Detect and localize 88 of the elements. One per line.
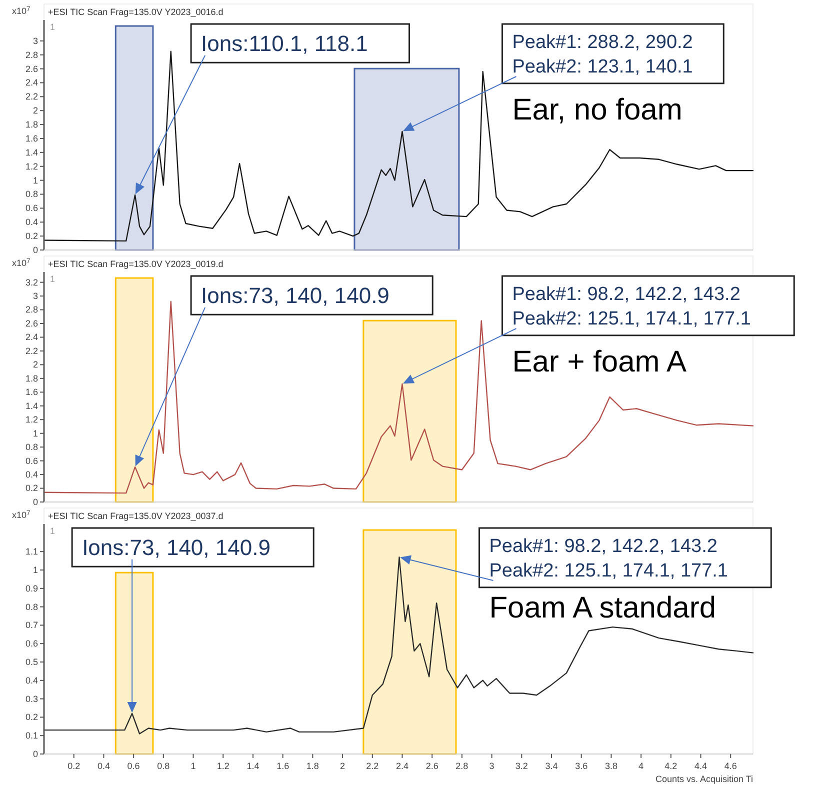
- x-tick-label: 0.8: [157, 761, 170, 771]
- y-tick-label: 0: [32, 496, 38, 507]
- x-tick-label: 4.2: [664, 761, 678, 771]
- x-tick-label: 3.6: [575, 761, 588, 771]
- y-tick-label: 1: [32, 428, 38, 438]
- annotation: Peak#1: 288.2, 290.2 Peak#2: 123.1, 140.1: [512, 32, 693, 78]
- y-tick-label: 2.4: [25, 78, 38, 88]
- y-tick-label: 1: [32, 175, 38, 186]
- chart-title: +ESI TIC Scan Frag=135.0V Y2023_0037.d: [48, 511, 224, 521]
- y-tick-label: 0.9: [25, 583, 38, 594]
- y-tick-label: 1.8: [25, 120, 38, 130]
- x-tick-label: 1.6: [276, 761, 290, 771]
- x-tick-label: 0.4: [97, 761, 110, 771]
- y-tick-label: 1.4: [25, 400, 38, 411]
- y-tick-label: 2.6: [25, 318, 38, 328]
- y-tick-label: 0.1: [25, 730, 38, 741]
- x-tick-label: 3.2: [515, 761, 528, 771]
- y-tick-label: 1.4: [25, 147, 38, 158]
- x-axis-title: Counts vs. Acquisition Ti: [655, 774, 753, 784]
- x-tick-label: 2: [340, 761, 346, 771]
- y-tick-label: 1.6: [25, 387, 38, 398]
- y-tick-label: 0: [32, 748, 38, 759]
- annotation: 1: [50, 526, 56, 536]
- annotation: Ions:110.1, 118.1: [201, 31, 368, 56]
- x-tick-label: 3.4: [545, 761, 558, 771]
- x-tick-label: 0.2: [68, 761, 80, 771]
- annotation: Peak#1: 98.2, 142.2, 143.2 Peak#2: 125.1, 174.1, 177.1: [489, 536, 728, 582]
- y-tick-label: 0.3: [25, 694, 38, 704]
- x-tick-label: 4.6: [724, 761, 737, 771]
- y-axis-title: x10$^{7}$: [12, 258, 31, 268]
- x-tick-label: 1.2: [216, 761, 230, 771]
- chart-title: +ESI TIC Scan Frag=135.0V Y2023_0016.d: [48, 7, 224, 17]
- y-tick-label: 2.2: [25, 92, 38, 102]
- y-tick-label: 0.6: [25, 638, 38, 649]
- y-tick-label: 2: [32, 106, 38, 116]
- y-tick-label: 1.1: [25, 546, 38, 557]
- y-tick-label: 1.6: [25, 133, 38, 144]
- y-tick-label: 0.7: [25, 620, 38, 630]
- y-tick-label: 0.2: [25, 231, 38, 242]
- y-tick-label: 2.8: [25, 50, 38, 60]
- y-tick-label: 0.4: [25, 217, 38, 228]
- y-tick-label: 0.6: [25, 456, 38, 466]
- annotation: 1: [50, 22, 56, 32]
- x-tick-label: 1.4: [246, 761, 260, 771]
- y-tick-label: 0.2: [25, 712, 38, 722]
- annotation: Ions:73, 140, 140.9: [201, 283, 390, 308]
- y-tick-label: 3: [32, 291, 38, 301]
- y-tick-label: 0.6: [25, 203, 38, 214]
- y-tick-label: 1.2: [25, 161, 38, 172]
- x-tick-label: 0.6: [127, 761, 140, 771]
- y-tick-label: 0.4: [25, 470, 38, 480]
- y-tick-label: 1.2: [25, 414, 38, 425]
- y-tick-label: 1.8: [25, 373, 38, 384]
- x-tick-label: 3: [489, 761, 494, 771]
- x-tick-label: 4: [638, 761, 644, 771]
- y-tick-label: 2: [32, 360, 38, 370]
- annotation: Ions:73, 140, 140.9: [82, 535, 270, 560]
- y-tick-label: 0.8: [25, 602, 38, 612]
- y-tick-label: 2.2: [25, 346, 38, 356]
- y-tick-label: 1: [32, 564, 38, 575]
- text: Foam A standard: [489, 591, 716, 624]
- x-tick-label: 3.8: [604, 761, 618, 771]
- y-tick-label: 2.8: [25, 304, 38, 315]
- y-tick-label: 0.4: [25, 675, 38, 686]
- y-tick-label: 0: [32, 244, 38, 255]
- y-tick-label: 3.2: [25, 277, 38, 288]
- x-tick-label: 2.4: [396, 761, 408, 771]
- y-tick-label: 3: [32, 36, 38, 46]
- annotation: 1: [50, 274, 56, 284]
- y-tick-label: 2.6: [25, 64, 38, 74]
- line-series: [43, 556, 754, 734]
- y-tick-label: 0.5: [25, 656, 38, 667]
- x-tick-label: 2.6: [426, 761, 438, 771]
- y-axis-title: x10$^{7}$: [12, 510, 31, 520]
- text: Ear, no foam: [512, 93, 682, 126]
- y-tick-label: 0.8: [25, 189, 38, 200]
- annotation: Peak#1: 98.2, 142.2, 143.2 Peak#2: 125.1, 174.1, 177.1: [512, 284, 751, 330]
- y-axis-title: x10$^{7}$: [12, 6, 31, 16]
- x-tick-label: 1.8: [306, 761, 319, 771]
- x-tick-label: 1: [190, 761, 196, 771]
- y-tick-label: 0.2: [25, 483, 38, 494]
- y-tick-label: 0.8: [25, 442, 38, 452]
- y-tick-label: 2.4: [25, 332, 38, 342]
- x-tick-label: 2.2: [366, 761, 379, 771]
- x-tick-label: 2.8: [456, 761, 468, 771]
- text: Ear + foam A: [512, 345, 686, 378]
- chart-title: +ESI TIC Scan Frag=135.0V Y2023_0019.d: [48, 259, 224, 269]
- x-tick-label: 4.4: [694, 761, 708, 771]
